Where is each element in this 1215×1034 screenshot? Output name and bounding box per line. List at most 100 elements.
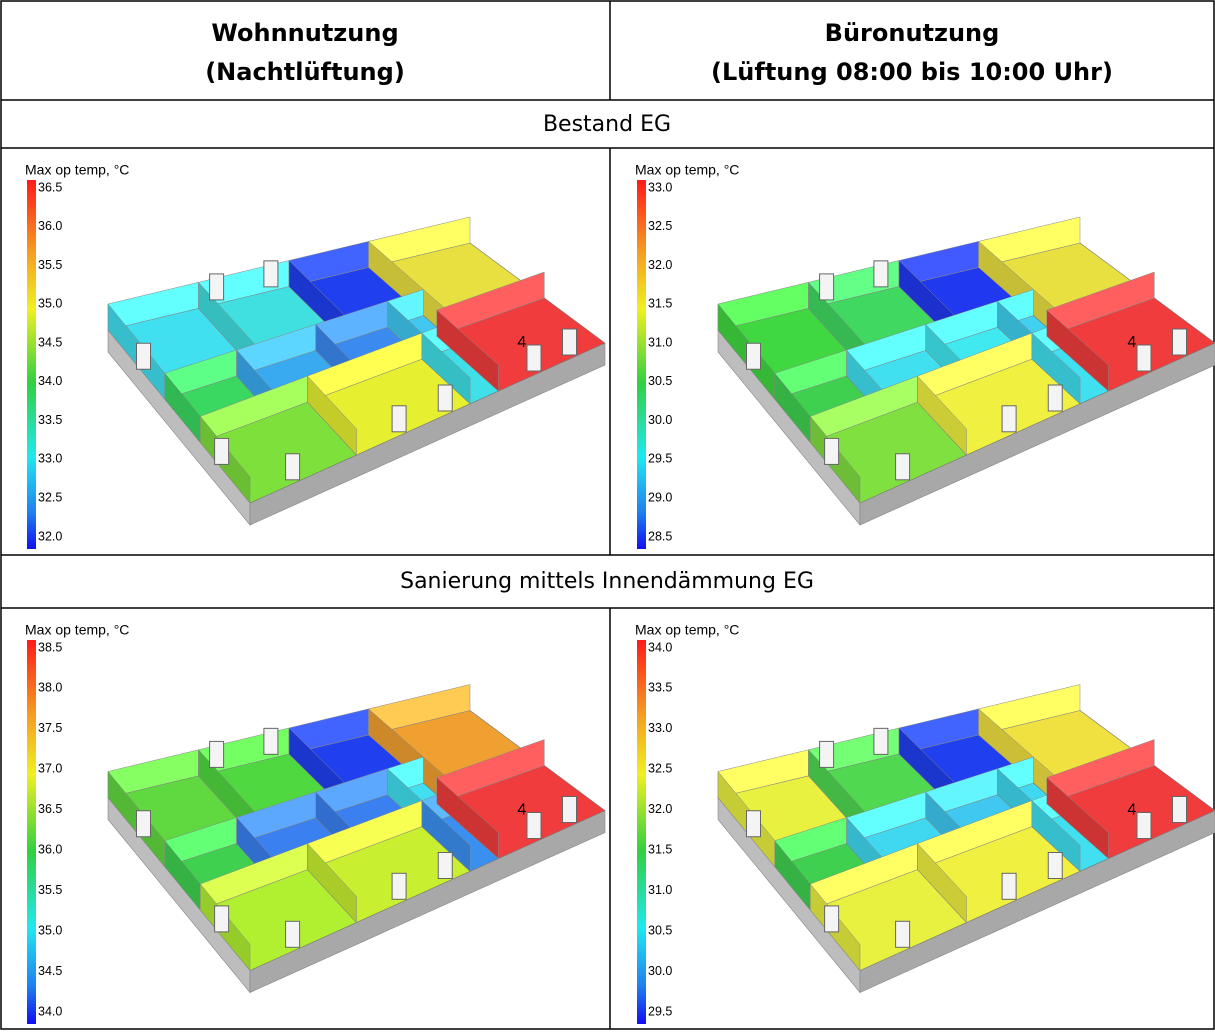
legend-tick-label: 38.5 — [38, 640, 62, 654]
window — [215, 906, 229, 932]
legend-tick-label: 30.0 — [648, 964, 672, 978]
window — [137, 811, 151, 837]
legend-tick-label: 29.0 — [648, 491, 672, 505]
window — [286, 454, 300, 480]
legend-tick-label: 33.0 — [38, 452, 62, 466]
legend-tick-label: 32.5 — [648, 219, 672, 233]
legend-tick-label: 34.0 — [648, 640, 672, 654]
legend-tick-label: 32.0 — [648, 258, 672, 272]
window — [215, 438, 229, 464]
window — [392, 873, 406, 899]
window — [820, 741, 834, 767]
legend-tick-label: 34.0 — [38, 1004, 62, 1018]
legend-tick-label: 31.5 — [648, 843, 672, 857]
window — [1048, 385, 1062, 411]
legend-tick-label: 34.5 — [38, 964, 62, 978]
building-model — [718, 217, 1215, 525]
legend-tick-label: 35.0 — [38, 923, 62, 937]
window — [392, 406, 406, 432]
window — [825, 906, 839, 932]
legend-title: Max op temp, °C — [635, 622, 739, 638]
window — [137, 343, 151, 369]
legend-tick-label: 32.0 — [648, 802, 672, 816]
window — [264, 261, 278, 287]
window — [896, 921, 910, 947]
legend-tick-label: 31.0 — [648, 335, 672, 349]
window — [820, 274, 834, 300]
window — [1002, 406, 1016, 432]
legend-tick-label: 33.0 — [648, 180, 672, 194]
color-bar — [637, 640, 646, 1024]
header-title: Büronutzung — [825, 19, 1000, 47]
legend-tick-label: 35.0 — [38, 297, 62, 311]
legend-tick-label: 32.5 — [38, 491, 62, 505]
legend-tick-label: 33.0 — [648, 721, 672, 735]
legend-tick-label: 34.0 — [38, 374, 62, 388]
legend-tick-label: 30.5 — [648, 923, 672, 937]
window — [286, 921, 300, 947]
section-title: Bestand EG — [543, 112, 671, 137]
building-model — [108, 685, 605, 993]
window — [210, 741, 224, 767]
legend-tick-label: 36.5 — [38, 180, 62, 194]
window — [1173, 797, 1187, 823]
legend-tick-label: 37.0 — [38, 762, 62, 776]
legend-tick-label: 30.5 — [648, 374, 672, 388]
section-title: Sanierung mittels Innendämmung EG — [400, 569, 814, 594]
simulation-panel: Max op temp, °C 36.5 36.0 35.5 35.0 34.5 34.0 3… — [25, 162, 605, 549]
legend-tick-label: 31.0 — [648, 883, 672, 897]
window — [747, 811, 761, 837]
window — [874, 728, 888, 754]
window — [874, 261, 888, 287]
legend-tick-label: 31.5 — [648, 297, 672, 311]
window — [896, 454, 910, 480]
window — [1002, 873, 1016, 899]
legend-tick-label: 32.5 — [648, 762, 672, 776]
window — [1137, 813, 1151, 839]
simulation-panel: Max op temp, °C 33.0 32.5 32.0 31.5 31.0 30.5 3… — [635, 162, 1215, 549]
window — [438, 853, 452, 879]
page-table: Wohnnutzung (Nachtlüftung) Büronutzung (… — [0, 0, 1215, 1030]
legend-tick-label: 33.5 — [38, 413, 62, 427]
room-label: 4 — [517, 334, 526, 351]
header-subtitle: (Nachtlüftung) — [205, 58, 405, 86]
window — [527, 345, 541, 371]
legend-tick-label: 29.5 — [648, 1004, 672, 1018]
window — [264, 728, 278, 754]
window — [563, 797, 577, 823]
legend-title: Max op temp, °C — [635, 162, 739, 178]
color-bar — [637, 180, 646, 549]
legend-tick-label: 29.5 — [648, 452, 672, 466]
legend-tick-label: 36.0 — [38, 219, 62, 233]
legend-title: Max op temp, °C — [25, 162, 129, 178]
legend-tick-label: 33.5 — [648, 681, 672, 695]
building-model — [108, 217, 605, 525]
color-bar — [27, 180, 36, 549]
window — [527, 813, 541, 839]
window — [747, 343, 761, 369]
legend-tick-label: 28.5 — [648, 529, 672, 543]
legend-tick-label: 35.5 — [38, 258, 62, 272]
window — [563, 329, 577, 355]
window — [1173, 329, 1187, 355]
building-model — [718, 685, 1215, 993]
room-label: 4 — [1127, 801, 1136, 818]
header-title: Wohnnutzung — [211, 19, 398, 47]
legend-tick-label: 36.0 — [38, 843, 62, 857]
color-bar — [27, 640, 36, 1024]
simulation-panel: Max op temp, °C38.538.037.537.036.536.03… — [25, 622, 605, 1024]
legend-tick-label: 34.5 — [38, 335, 62, 349]
header-subtitle: (Lüftung 08:00 bis 10:00 Uhr) — [711, 58, 1113, 86]
window — [210, 274, 224, 300]
legend-tick-label: 36.5 — [38, 802, 62, 816]
window — [825, 438, 839, 464]
room-label: 4 — [1127, 334, 1136, 351]
window — [438, 385, 452, 411]
legend-title: Max op temp, °C — [25, 622, 129, 638]
simulation-panel: Max op temp, °C 34.0 33.5 33.0 32.5 32.0 31.5 3… — [635, 622, 1215, 1024]
legend-tick-label: 32.0 — [38, 529, 62, 543]
legend-tick-label: 30.0 — [648, 413, 672, 427]
window — [1048, 853, 1062, 879]
window — [1137, 345, 1151, 371]
room-label: 4 — [517, 801, 526, 818]
